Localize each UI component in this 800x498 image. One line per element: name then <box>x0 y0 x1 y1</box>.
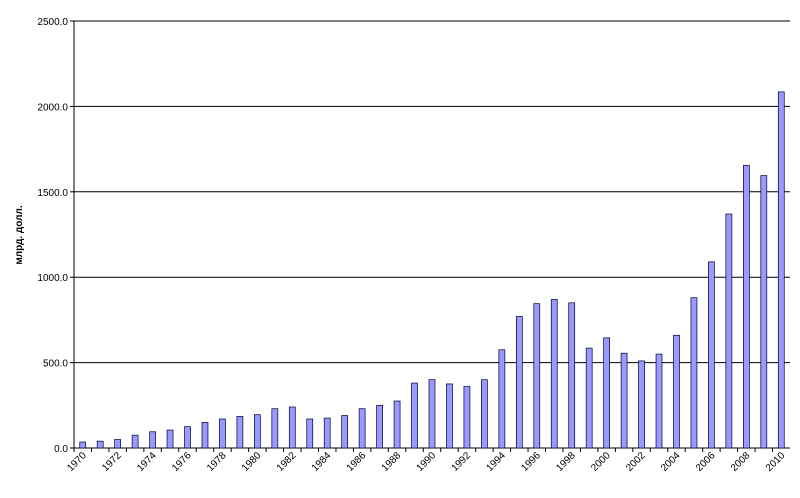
bar <box>725 213 733 449</box>
bar <box>323 417 331 449</box>
bar <box>131 434 139 449</box>
bar <box>481 379 488 449</box>
bar <box>254 414 261 449</box>
bar <box>533 303 541 449</box>
bar <box>428 379 436 449</box>
y-tick-label: 0.0 <box>54 444 68 455</box>
bar <box>498 349 506 449</box>
bar <box>777 91 785 449</box>
bar <box>201 422 209 449</box>
x-tick-label: 2010 <box>764 450 788 474</box>
x-tick-label: 1976 <box>170 450 194 474</box>
bar <box>673 334 680 449</box>
x-tick-label: 1982 <box>275 450 299 474</box>
bar <box>568 302 576 449</box>
bar <box>463 386 471 449</box>
bar <box>603 337 610 449</box>
bar <box>760 175 768 449</box>
x-tick-label: 2000 <box>589 450 613 474</box>
bar <box>306 418 314 449</box>
x-tick-label: 1992 <box>450 450 474 474</box>
bar <box>446 383 453 449</box>
bar <box>690 297 698 449</box>
bar <box>79 441 87 449</box>
bar <box>550 299 558 449</box>
y-tick-label: 500.0 <box>43 359 68 370</box>
y-axis-label: млрд. долл. <box>14 205 25 264</box>
x-tick-label: 1978 <box>205 450 229 474</box>
bar <box>411 382 418 449</box>
x-tick-label: 2004 <box>659 450 683 474</box>
bar <box>620 352 628 449</box>
x-tick-label: 2006 <box>694 450 718 474</box>
bar <box>655 353 663 449</box>
bar <box>708 261 715 449</box>
x-tick-label: 1984 <box>310 450 334 474</box>
x-tick-label: 1998 <box>554 450 578 474</box>
x-tick-label: 1974 <box>135 450 159 474</box>
x-tick-label: 1996 <box>519 450 543 474</box>
bar <box>515 316 523 449</box>
x-tick-label: 2002 <box>624 450 648 474</box>
bar <box>376 404 383 449</box>
bar <box>358 408 366 449</box>
bar <box>96 440 104 449</box>
bar <box>219 418 226 449</box>
bar <box>114 439 122 449</box>
bar <box>166 429 174 449</box>
y-tick-label: 1500.0 <box>37 188 68 199</box>
bar <box>184 426 191 449</box>
x-tick-label: 1972 <box>100 450 124 474</box>
bar <box>288 406 296 449</box>
bar <box>393 400 401 449</box>
y-tick-label: 1000.0 <box>37 273 68 284</box>
x-tick-label: 1970 <box>65 450 89 474</box>
bar <box>236 416 244 449</box>
bar <box>585 347 593 449</box>
y-tick-label: 2500.0 <box>37 17 68 28</box>
x-tick-label: 1988 <box>380 450 404 474</box>
x-tick-label: 1994 <box>484 450 508 474</box>
y-tick-label: 2000.0 <box>37 102 68 113</box>
bar <box>742 164 750 449</box>
x-tick-label: 1980 <box>240 450 264 474</box>
x-tick-label: 1986 <box>345 450 369 474</box>
x-tick-label: 1990 <box>415 450 439 474</box>
bar <box>271 408 279 449</box>
x-tick-label: 2008 <box>729 450 753 474</box>
bar <box>149 431 156 449</box>
bar <box>341 415 349 449</box>
bar <box>638 360 645 449</box>
